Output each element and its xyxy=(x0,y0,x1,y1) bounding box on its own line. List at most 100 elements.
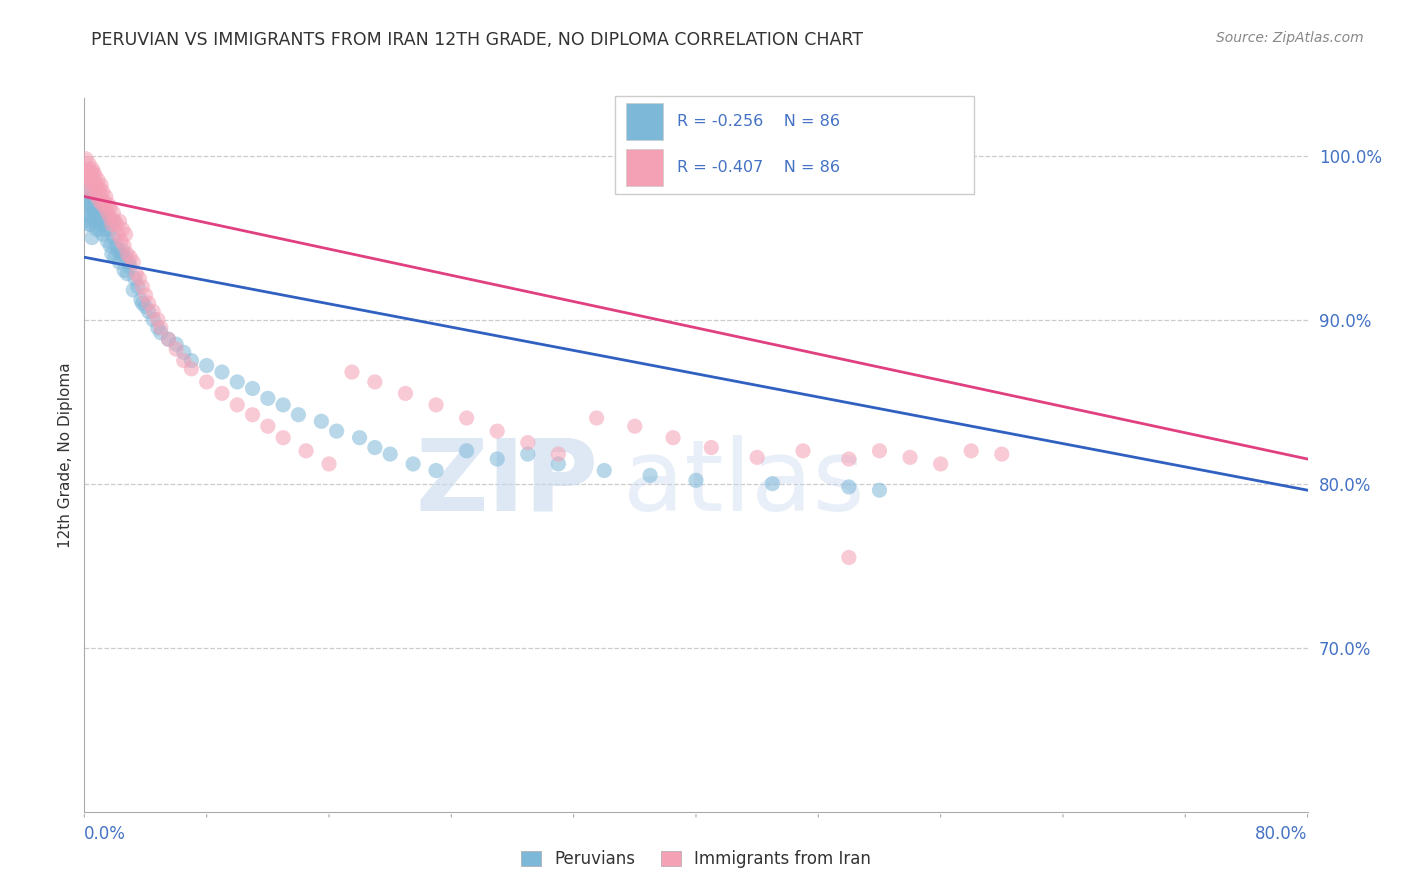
Point xyxy=(89,181,111,195)
Point xyxy=(898,450,921,465)
Point xyxy=(93,218,115,232)
Point xyxy=(402,457,425,471)
Point xyxy=(107,227,129,242)
Point xyxy=(146,320,169,334)
Point xyxy=(84,206,107,220)
Point xyxy=(138,296,160,310)
Point xyxy=(325,424,347,438)
Point xyxy=(79,173,101,187)
FancyBboxPatch shape xyxy=(626,149,662,186)
Point xyxy=(838,480,860,494)
Point xyxy=(380,447,402,461)
Point xyxy=(80,185,103,199)
Point xyxy=(111,244,134,258)
Point xyxy=(91,227,114,242)
Point xyxy=(869,443,891,458)
Point xyxy=(547,457,569,471)
Point xyxy=(120,260,142,274)
Point xyxy=(135,288,157,302)
Point xyxy=(157,332,180,346)
Point xyxy=(107,244,129,258)
Point xyxy=(90,206,112,220)
Point xyxy=(129,293,152,307)
Text: R = -0.256    N = 86: R = -0.256 N = 86 xyxy=(678,114,841,128)
Point xyxy=(700,441,723,455)
Point xyxy=(77,214,100,228)
Point xyxy=(295,443,318,458)
Point xyxy=(149,320,172,334)
Point xyxy=(79,211,101,225)
Point xyxy=(97,214,120,228)
Point xyxy=(960,443,983,458)
Point xyxy=(91,198,114,212)
Point xyxy=(96,234,118,248)
Point xyxy=(96,206,118,220)
Point xyxy=(122,255,145,269)
Point xyxy=(364,441,387,455)
Point xyxy=(114,250,136,264)
Point xyxy=(101,218,124,232)
Point xyxy=(86,214,108,228)
Point xyxy=(364,375,387,389)
Point xyxy=(80,230,103,244)
Point xyxy=(311,414,333,428)
Point xyxy=(97,198,120,212)
Point xyxy=(761,476,783,491)
Point xyxy=(105,239,128,253)
Point xyxy=(77,157,100,171)
Text: PERUVIAN VS IMMIGRANTS FROM IRAN 12TH GRADE, NO DIPLOMA CORRELATION CHART: PERUVIAN VS IMMIGRANTS FROM IRAN 12TH GR… xyxy=(91,31,863,49)
Point xyxy=(516,447,538,461)
Point xyxy=(84,168,107,182)
Point xyxy=(76,173,98,187)
Point xyxy=(257,392,280,406)
Point xyxy=(157,332,180,346)
Point xyxy=(91,214,114,228)
Point xyxy=(122,283,145,297)
Point xyxy=(76,181,98,195)
Point xyxy=(165,342,187,356)
Point xyxy=(287,408,309,422)
Point xyxy=(211,386,233,401)
Point xyxy=(638,468,661,483)
Point xyxy=(77,218,100,232)
Point xyxy=(838,550,860,565)
Point xyxy=(456,443,478,458)
Point xyxy=(135,300,157,314)
Point xyxy=(94,201,117,215)
Point xyxy=(87,173,110,187)
Point xyxy=(94,222,117,236)
Point xyxy=(79,165,101,179)
Legend: Peruvians, Immigrants from Iran: Peruvians, Immigrants from Iran xyxy=(515,844,877,875)
Point xyxy=(108,255,131,269)
Text: 80.0%: 80.0% xyxy=(1256,825,1308,843)
Text: R = -0.407    N = 86: R = -0.407 N = 86 xyxy=(678,160,841,175)
Point xyxy=(991,447,1014,461)
Point xyxy=(75,198,97,212)
Text: ZIP: ZIP xyxy=(415,435,598,532)
Point xyxy=(89,211,111,225)
Point xyxy=(112,239,135,253)
Point xyxy=(180,361,202,376)
Point xyxy=(90,178,112,192)
Point xyxy=(110,247,132,261)
Point xyxy=(131,296,153,310)
Point xyxy=(80,201,103,215)
Point xyxy=(211,365,233,379)
Point xyxy=(80,161,103,176)
Point xyxy=(747,450,769,465)
Point xyxy=(114,227,136,242)
Point xyxy=(486,424,509,438)
Point xyxy=(662,431,685,445)
Point xyxy=(624,419,647,434)
Point xyxy=(425,398,447,412)
Point xyxy=(79,218,101,232)
Point xyxy=(516,435,538,450)
Point xyxy=(83,206,105,220)
Text: 0.0%: 0.0% xyxy=(84,825,127,843)
Point xyxy=(340,365,363,379)
Point xyxy=(84,198,107,212)
Point xyxy=(84,185,107,199)
Text: atlas: atlas xyxy=(623,435,865,532)
Point xyxy=(792,443,814,458)
Point xyxy=(87,194,110,209)
